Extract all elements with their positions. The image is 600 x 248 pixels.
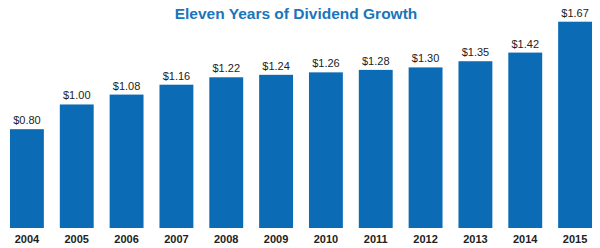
data-label: $1.42	[511, 38, 539, 50]
bar	[159, 85, 193, 228]
data-label: $0.80	[13, 114, 41, 126]
data-label: $1.08	[113, 80, 141, 92]
bar	[359, 70, 393, 228]
bar	[458, 61, 492, 228]
x-tick-label: 2013	[463, 233, 487, 245]
data-label: $1.67	[561, 7, 589, 19]
x-tick-label: 2011	[364, 233, 388, 245]
bar	[508, 53, 542, 228]
x-tick-label: 2012	[413, 233, 437, 245]
bar	[409, 67, 443, 228]
x-tick-label: 2006	[114, 233, 138, 245]
data-label: $1.35	[462, 46, 490, 58]
bar	[558, 22, 592, 228]
x-tick-label: 2007	[164, 233, 188, 245]
x-tick-label: 2008	[214, 233, 238, 245]
data-label: $1.22	[212, 62, 240, 74]
data-label: $1.30	[412, 52, 440, 64]
bar	[259, 75, 293, 228]
data-label: $1.16	[163, 70, 191, 82]
bar	[10, 129, 44, 228]
chart: Eleven Years of Dividend Growth $0.80 $1.0…	[0, 0, 600, 248]
x-tick-label: 2015	[563, 233, 587, 245]
title: Eleven Years of Dividend Growth	[175, 5, 418, 22]
data-label: $1.26	[312, 57, 340, 69]
x-tick-label: 2004	[15, 233, 40, 245]
data-label: $1.00	[63, 89, 91, 101]
bar	[209, 77, 243, 228]
x-tick-label: 2010	[314, 233, 338, 245]
bar	[309, 72, 343, 228]
x-tick-label: 2005	[65, 233, 89, 245]
bar	[60, 104, 94, 228]
data-label: $1.24	[262, 60, 290, 72]
x-tick-label: 2009	[264, 233, 288, 245]
x-tick-label: 2014	[513, 233, 538, 245]
bars	[10, 22, 592, 228]
bar	[110, 95, 144, 228]
data-label: $1.28	[362, 55, 390, 67]
